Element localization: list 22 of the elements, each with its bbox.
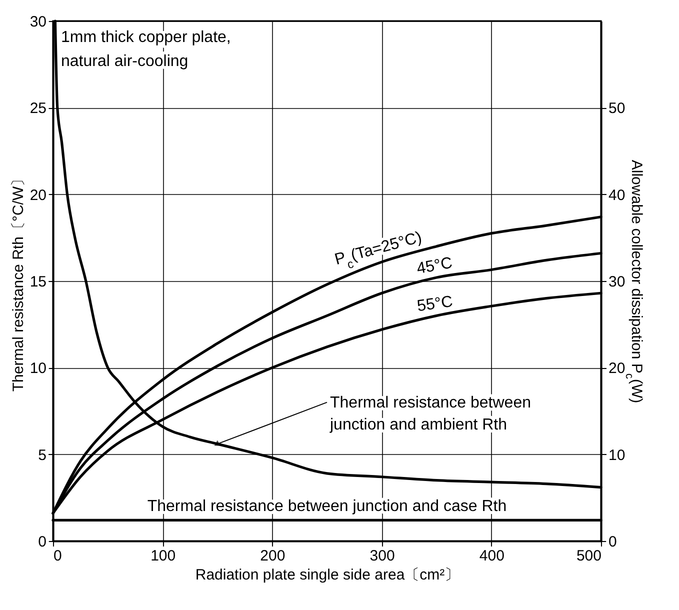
x-axis-title: Radiation plate single side area〔cm²〕 (195, 566, 460, 584)
y-tick-label: 20 (30, 186, 46, 204)
y2-tick-label: 30 (608, 274, 626, 290)
y2-tick-label: 20 (608, 360, 626, 378)
x-tick-label: 500 (576, 548, 602, 564)
y-axis-title: Thermal resistance Rth〔°C/W〕 (10, 171, 27, 392)
y2-tick-label: 50 (608, 100, 626, 118)
y-tick-label: 25 (30, 100, 46, 118)
x-tick-label: 200 (260, 548, 286, 564)
y-tick-label: 10 (30, 360, 46, 378)
text: 55°C (416, 293, 454, 316)
y-tick-label: 15 (30, 274, 46, 290)
x-tick-label: 0 (54, 548, 62, 564)
y2-tick-label: 40 (608, 186, 626, 204)
y2-tick-label: 0 (608, 534, 617, 550)
x-tick-label: 400 (479, 548, 504, 564)
y-tick-label: 0 (38, 534, 46, 550)
x-tick-label: 300 (370, 548, 395, 564)
y2-tick-label: 10 (608, 446, 626, 464)
y-tick-label: 30 (30, 14, 46, 30)
x-tick-label: 100 (150, 548, 176, 564)
y-tick-label: 5 (38, 446, 46, 464)
